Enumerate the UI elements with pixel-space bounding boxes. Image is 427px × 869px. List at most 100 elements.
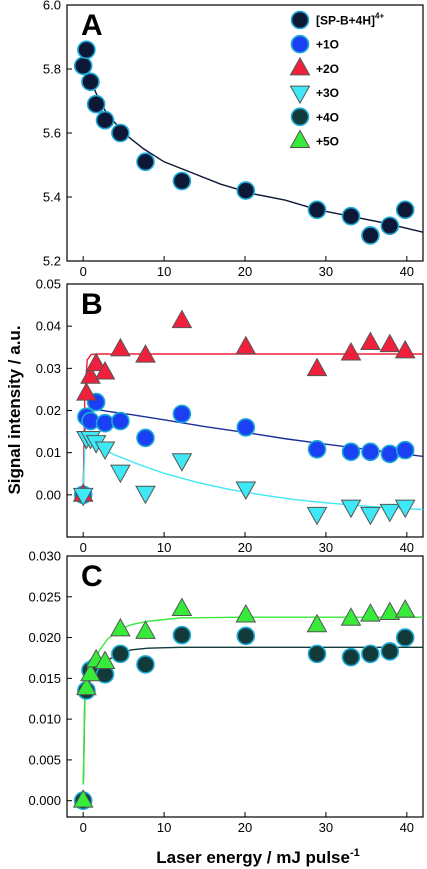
data-point	[135, 620, 156, 639]
fit-line	[82, 616, 423, 785]
legend-marker	[290, 10, 310, 30]
y-tick-label: 0.02	[36, 403, 61, 418]
x-tick-label: 0	[80, 264, 87, 279]
data-point	[341, 442, 361, 462]
y-tick-label: 0.025	[28, 589, 61, 604]
data-point	[136, 655, 155, 674]
data-point	[380, 216, 400, 236]
data-point	[73, 56, 93, 76]
panels: 5.25.45.65.86.00 10 20 30 40A0.000.010.020.0…	[28, 0, 424, 835]
data-point	[76, 382, 97, 401]
y-tick-label: 5.2	[43, 254, 61, 269]
legend-label: +3O	[316, 86, 339, 100]
legend-marker	[289, 129, 311, 148]
legend-label: +1O	[316, 38, 339, 52]
data-point	[307, 644, 327, 664]
y-tick-label: 5.6	[43, 126, 61, 141]
data-point	[361, 442, 380, 462]
data-point	[80, 662, 101, 682]
data-point	[86, 94, 106, 114]
data-point	[95, 413, 115, 433]
legend-label: +4O	[316, 110, 339, 124]
panel-a: 5.2 5.4 5.6 5.8 6.0 0 10 20 30 40 A	[43, 0, 424, 279]
data-point	[171, 453, 193, 472]
data-point	[394, 339, 416, 359]
data-point	[340, 607, 362, 626]
legend-label: [SP-B+4H]4+	[316, 12, 384, 28]
data-point	[307, 200, 327, 220]
y-axis-title: Signal intensity / a.u.	[5, 325, 24, 494]
data-point	[111, 123, 130, 143]
data-point	[77, 40, 96, 60]
panel-c: 0.000 0.005 0.010 0.015 0.020 0.025 0.030 0 10 20…	[28, 549, 424, 835]
y-tick-label: 0.010	[28, 712, 61, 727]
data-point	[235, 603, 257, 623]
data-point	[81, 72, 100, 92]
data-point	[76, 676, 97, 696]
y-tick-label: 0.020	[28, 630, 61, 645]
y-tick-label: 0.015	[28, 671, 61, 686]
data-point	[135, 485, 156, 505]
legend: [SP-B+4H]4+ +1O +2O +3O +4O +5O	[289, 10, 384, 149]
data-point	[341, 206, 361, 226]
data-point	[394, 499, 416, 519]
data-point	[395, 200, 415, 220]
data-point	[379, 503, 401, 523]
data-point	[111, 411, 130, 431]
legend-marker	[289, 56, 311, 76]
data-point	[94, 441, 116, 461]
data-point	[360, 331, 381, 350]
y-tick-label: 0.005	[28, 752, 61, 767]
panel-letter: C	[81, 560, 103, 593]
x-tick-label: 40	[400, 264, 414, 279]
data-point	[94, 360, 116, 380]
data-point	[395, 440, 415, 460]
data-point	[379, 601, 401, 621]
data-point	[235, 335, 257, 355]
legend-marker	[290, 34, 310, 54]
data-point	[172, 625, 192, 645]
data-point	[135, 344, 156, 363]
plot-frame	[66, 555, 424, 818]
legend-item: [SP-B+4H]4+	[290, 10, 384, 30]
data-point	[361, 644, 380, 664]
data-point	[306, 506, 328, 526]
panel-letter: B	[81, 288, 103, 321]
x-tick-label: 0	[80, 820, 87, 835]
legend-marker	[289, 85, 311, 105]
x-tick-label: 10	[157, 540, 171, 555]
legend-item: +5O	[289, 129, 339, 149]
data-point	[110, 337, 131, 357]
data-point	[236, 181, 256, 200]
data-point	[172, 404, 192, 424]
data-point	[136, 152, 155, 172]
y-tick-label: 5.4	[43, 190, 61, 205]
x-tick-label: 40	[400, 820, 414, 835]
legend-label: +2O	[316, 62, 339, 76]
fit-line	[83, 46, 424, 233]
fit-line	[82, 646, 423, 785]
y-tick-label: 0.01	[36, 445, 61, 460]
legend-label-superscript: 4+	[375, 12, 384, 21]
x-tick-label: 10	[157, 820, 171, 835]
panel-letter: A	[81, 9, 103, 42]
data-point	[361, 226, 380, 245]
data-point	[172, 171, 192, 191]
data-point	[136, 428, 155, 448]
legend-marker	[290, 107, 310, 127]
data-point	[379, 333, 401, 353]
legend-label: +5O	[316, 135, 339, 149]
y-tick-label: 6.0	[43, 0, 61, 13]
legend-item: +3O	[289, 85, 339, 105]
data-point	[306, 613, 328, 633]
x-tick-label: 0	[80, 540, 87, 555]
x-axis-title-superscript: -1	[350, 847, 360, 859]
plot-frame	[66, 283, 424, 538]
x-tick-label: 10	[157, 264, 171, 279]
data-point	[306, 357, 328, 377]
x-axis-title-main: Laser energy / mJ pulse	[156, 848, 350, 867]
data-point	[171, 309, 193, 329]
x-tick-label: 20	[238, 540, 252, 555]
data-point	[110, 464, 131, 484]
